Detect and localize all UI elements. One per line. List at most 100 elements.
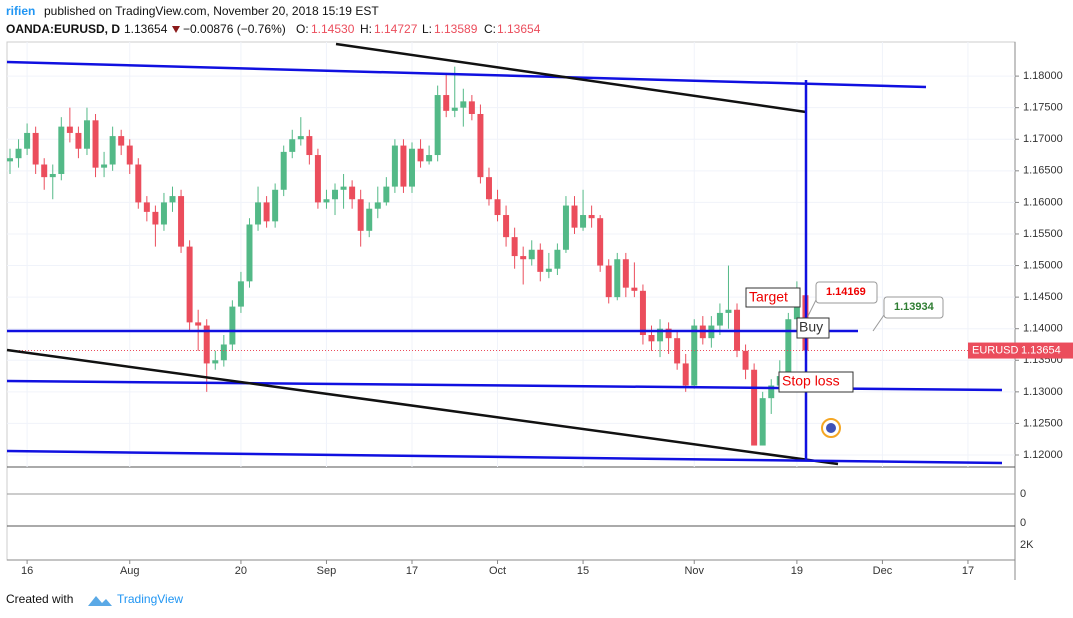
candle-body [597,218,604,266]
y-tick-label: 1.14000 [1023,323,1063,335]
candle-body [49,173,56,178]
candle-body [528,249,535,260]
c-value: 1.13654 [497,22,541,36]
trendline [6,348,839,466]
candle-body [237,281,244,307]
y-tick-label: 1.15000 [1023,259,1063,271]
x-tick-label: 17 [962,565,974,577]
candle-body [263,202,270,222]
candle-body [751,369,758,446]
candle-body [785,319,792,377]
candle-body [109,136,116,165]
candle-body [648,335,655,342]
candle-body [520,256,527,260]
candle-body [631,287,638,291]
change: −0.00876 (−0.76%) [183,22,286,36]
trendline [6,449,1003,465]
candle-body [75,132,82,149]
candle-body [340,186,347,190]
symbol: OANDA:EURUSD, D [6,22,120,36]
c-label: C: [484,22,496,36]
y-tick-label: 1.13000 [1023,386,1063,398]
candle-body [314,155,321,203]
x-tick-label: Sep [317,565,337,577]
candle-body [665,328,672,339]
candle-body [41,164,48,178]
candle-body [503,215,510,238]
target-label: Target [749,289,788,305]
candle-body [409,148,415,187]
candle-body [417,148,424,162]
candle-body [571,205,578,228]
x-tick-label: Oct [489,565,506,577]
candle-body [605,265,612,298]
candle-body [725,309,732,313]
buy-label: Buy [799,319,823,335]
candle-body [101,164,108,168]
event-icon [826,423,836,433]
candle-body [24,132,31,149]
y-tick-label: 1.18000 [1023,70,1063,82]
brand: TradingView [117,592,183,606]
l-label: L: [422,22,432,36]
trendline [335,42,807,114]
candle-body [477,113,484,178]
pane-label: 0 [1020,488,1026,500]
y-tick-label: 1.17000 [1023,133,1063,145]
candle-body [58,126,65,174]
buy-box [796,317,830,339]
x-tick-label: Dec [873,565,893,577]
candle-body [92,120,99,168]
candle-body [212,360,219,364]
y-tick-label: 1.15500 [1023,228,1063,240]
candle-body [426,155,433,162]
candle-body [7,158,13,162]
x-tick-label: 17 [406,565,418,577]
h-value: 1.14727 [374,22,418,36]
pane-label: 2K [1020,539,1034,551]
candle-body [289,139,296,152]
x-tick-label: Aug [120,565,140,577]
candle-body [195,322,202,326]
candle-body [203,325,210,364]
x-tick-label: 16 [21,565,33,577]
candle-body [545,268,552,272]
candle-body [280,151,287,190]
callout-pointer [872,314,885,332]
candle-body [169,196,176,203]
callout-box [883,296,944,319]
candle-body [126,145,133,165]
candle-body [443,95,450,111]
stop-box [778,371,854,393]
candle-body [494,199,501,216]
candle-body [297,136,304,140]
x-tick-label: 19 [791,565,803,577]
y-tick-label: 1.16500 [1023,165,1063,177]
candle-body [160,202,167,225]
candle-body [83,120,90,149]
callout-green: 1.13934 [894,301,935,313]
candle-body [554,249,561,269]
author: rifien [6,4,35,18]
candle-body [691,325,698,386]
candle-body [562,205,569,250]
candle-body [400,145,407,187]
created-with: Created with [6,592,73,606]
candle-body [366,208,373,231]
candle-body [306,136,313,156]
candle-body [135,164,142,203]
y-tick-label: 1.17500 [1023,102,1063,114]
candle-body [332,189,339,200]
target-box [745,287,801,308]
candle-body [614,259,621,298]
candle-body [32,132,39,165]
candle-body [229,306,236,345]
published: published on TradingView.com, November 2… [44,4,379,18]
candle-body [220,344,227,361]
y-tick-label: 1.14500 [1023,291,1063,303]
candle-body [246,224,253,282]
candle-body [451,107,458,111]
candle-body [186,246,193,323]
candle-body [580,215,587,228]
